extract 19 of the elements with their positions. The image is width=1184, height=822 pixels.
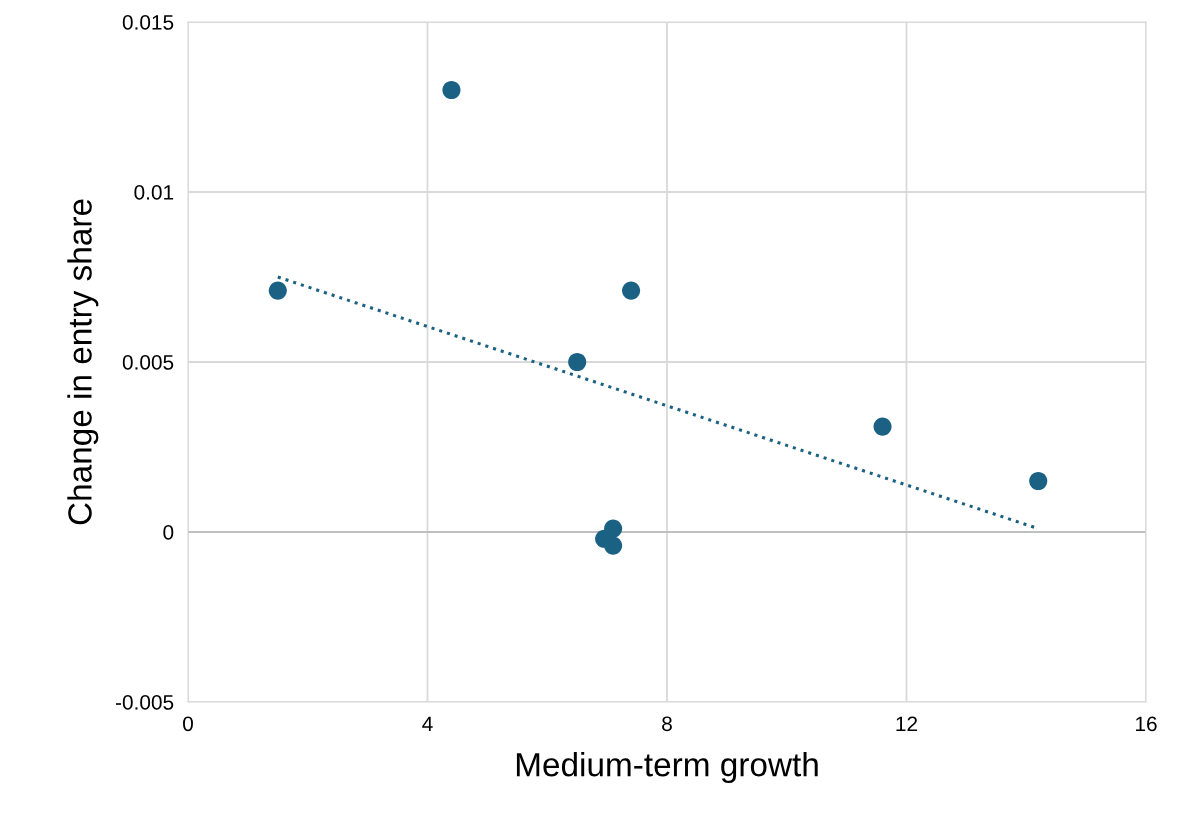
point: [268, 281, 287, 300]
point: [873, 417, 892, 436]
y-axis-title: Change in entry share: [67, 199, 99, 525]
point: [568, 352, 587, 372]
y-tick-label: 0.005: [122, 355, 174, 370]
x-tick-label: 12: [896, 716, 918, 731]
y-tick-label: 0.01: [134, 185, 174, 200]
point: [1029, 471, 1048, 491]
x-axis-title: Medium-term growth: [516, 751, 818, 784]
x-tick-label: 4: [422, 716, 433, 731]
x-tick-label: 8: [662, 716, 672, 732]
y-tick-label: 0.015: [122, 15, 174, 30]
y-tick-label: 0: [163, 525, 174, 540]
point: [604, 536, 623, 555]
point: [442, 80, 461, 100]
y-tick-label: -0.005: [115, 695, 174, 710]
x-tick-label: 16: [1136, 716, 1157, 732]
point: [622, 281, 641, 300]
x-tick-label: 0: [183, 716, 193, 732]
